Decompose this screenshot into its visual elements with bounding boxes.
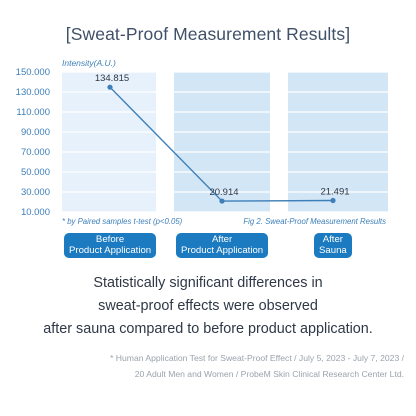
category-band (288, 72, 388, 212)
y-tick-label: 30.000 (21, 187, 50, 198)
summary-line-1: Statistically significant differences in (93, 275, 323, 291)
category-band (62, 72, 156, 212)
y-tick-label: 10.000 (21, 207, 50, 218)
chart-title: [Sweat-Proof Measurement Results] (65, 24, 351, 44)
data-label: 21.491 (320, 187, 349, 198)
y-axis-label: Intensity(A.U.) (62, 58, 116, 68)
y-tick-label: 50.000 (21, 167, 50, 178)
y-tick-label: 150.000 (16, 67, 50, 78)
data-point (330, 197, 336, 204)
disclaimer-line-2: 20 Adult Men and Women / ProbeM Skin Cli… (134, 369, 404, 379)
summary-line-3: after sauna compared to before product a… (43, 321, 373, 337)
category-label-before-application: Before Product Application (64, 233, 157, 258)
category-band (174, 72, 270, 212)
y-tick-label: 130.000 (16, 87, 50, 98)
figure-caption: Fig 2. Sweat-Proof Measurement Results (243, 217, 386, 226)
category-label-after-application: After Product Application (176, 233, 269, 258)
data-label: 134.815 (95, 73, 129, 84)
statistics-footnote: * by Paired samples t-test (p<0.05) (62, 217, 183, 226)
summary-line-2: sweat-proof effects were observed (98, 298, 318, 314)
category-label-after-sauna: After Sauna (314, 233, 352, 258)
y-tick-label: 70.000 (21, 147, 50, 158)
y-tick-label: 90.000 (21, 127, 50, 138)
data-point (219, 198, 225, 204)
data-point (107, 84, 113, 90)
y-tick-label: 110.000 (16, 107, 50, 118)
disclaimer-line-1: * Human Application Test for Sweat-Proof… (110, 353, 404, 363)
data-label: 20.914 (209, 187, 238, 198)
